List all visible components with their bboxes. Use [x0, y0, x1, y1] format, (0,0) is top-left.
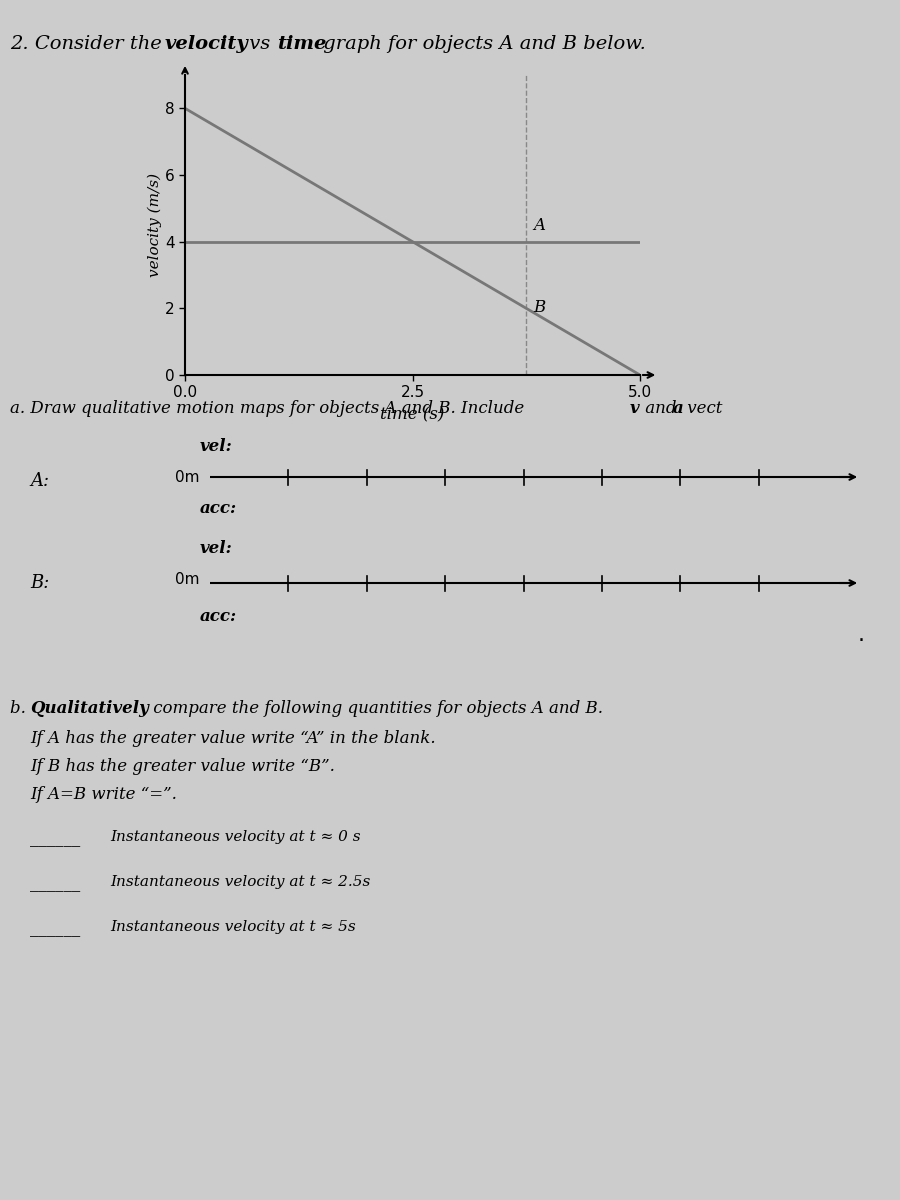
- Text: If A=B write “=”.: If A=B write “=”.: [30, 786, 177, 803]
- Text: acc:: acc:: [200, 608, 237, 625]
- Text: Qualitatively: Qualitatively: [30, 700, 148, 716]
- Text: graph for objects A and B below.: graph for objects A and B below.: [317, 35, 646, 53]
- Text: 0m: 0m: [175, 572, 200, 587]
- Text: B:: B:: [30, 574, 50, 592]
- Text: 0m: 0m: [175, 470, 200, 485]
- Text: vect: vect: [682, 400, 723, 416]
- Text: Instantaneous velocity at t ≈ 5s: Instantaneous velocity at t ≈ 5s: [110, 920, 356, 934]
- Text: Instantaneous velocity at t ≈ 0 s: Instantaneous velocity at t ≈ 0 s: [110, 830, 361, 844]
- Text: acc:: acc:: [200, 500, 237, 517]
- X-axis label: time (s): time (s): [381, 406, 445, 422]
- Text: ______: ______: [30, 920, 80, 937]
- Text: .: .: [858, 625, 865, 646]
- Text: vs: vs: [243, 35, 276, 53]
- Text: Instantaneous velocity at t ≈ 2.5s: Instantaneous velocity at t ≈ 2.5s: [110, 875, 371, 889]
- Text: If A has the greater value write “A” in the blank.: If A has the greater value write “A” in …: [30, 730, 436, 746]
- Text: B: B: [534, 299, 545, 316]
- Y-axis label: velocity (m/s): velocity (m/s): [148, 173, 162, 277]
- Text: time: time: [277, 35, 327, 53]
- Text: velocity: velocity: [165, 35, 248, 53]
- Text: and: and: [640, 400, 682, 416]
- Text: v: v: [630, 400, 640, 416]
- Text: b.: b.: [10, 700, 32, 716]
- Text: A: A: [534, 217, 545, 234]
- Text: a: a: [673, 400, 684, 416]
- Text: vel:: vel:: [200, 438, 233, 455]
- Text: 2. Consider the: 2. Consider the: [10, 35, 168, 53]
- Text: vel:: vel:: [200, 540, 233, 557]
- Text: ______: ______: [30, 875, 80, 892]
- Text: compare the following quantities for objects A and B.: compare the following quantities for obj…: [148, 700, 603, 716]
- Text: If B has the greater value write “B”.: If B has the greater value write “B”.: [30, 758, 335, 775]
- Text: A:: A:: [30, 472, 50, 490]
- Text: a. Draw qualitative motion maps for objects A and B. Include: a. Draw qualitative motion maps for obje…: [10, 400, 529, 416]
- Text: ______: ______: [30, 830, 80, 847]
